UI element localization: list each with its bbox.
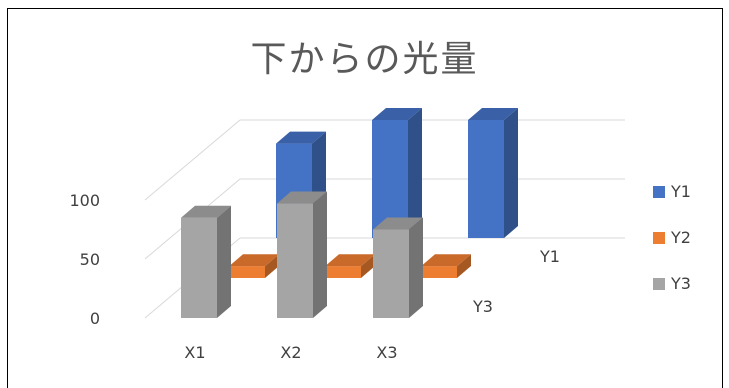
legend-swatch-y1 (653, 186, 665, 198)
legend-item-y2: Y2 (653, 228, 723, 248)
plot-area: 0 50 100 X1 X2 X3 Y1 Y3 (69, 108, 625, 362)
bar-y2-x2 (325, 254, 375, 278)
gridline-side-2 (144, 119, 241, 201)
x-tick-label: X3 (376, 343, 397, 362)
legend-label-y2: Y2 (671, 228, 691, 247)
y-tick-label: 50 (80, 250, 100, 269)
chart-title: 下からの光量 (250, 39, 479, 80)
x-tick-label: X2 (280, 343, 301, 362)
legend-label-y1: Y1 (671, 182, 691, 201)
legend-label-y3: Y3 (671, 274, 691, 293)
x-tick-label: X1 (184, 343, 205, 362)
chart-area (7, 8, 723, 388)
legend-item-y1: Y1 (653, 182, 723, 202)
depth-label: Y3 (472, 297, 493, 316)
legend-item-y3: Y3 (653, 274, 723, 294)
bar-y3-x3 (373, 217, 423, 318)
bar-y3-x1 (181, 205, 231, 318)
bar-y2-x1 (229, 254, 279, 278)
bar-y2-x3 (421, 254, 471, 278)
bar-y1-x3 (468, 108, 518, 238)
depth-label: Y1 (539, 247, 560, 266)
y-tick-label: 100 (69, 191, 100, 210)
bar-y3-x2 (277, 191, 327, 318)
legend-swatch-y2 (653, 232, 665, 244)
y-tick-label: 0 (90, 309, 100, 328)
legend-swatch-y3 (653, 278, 665, 290)
